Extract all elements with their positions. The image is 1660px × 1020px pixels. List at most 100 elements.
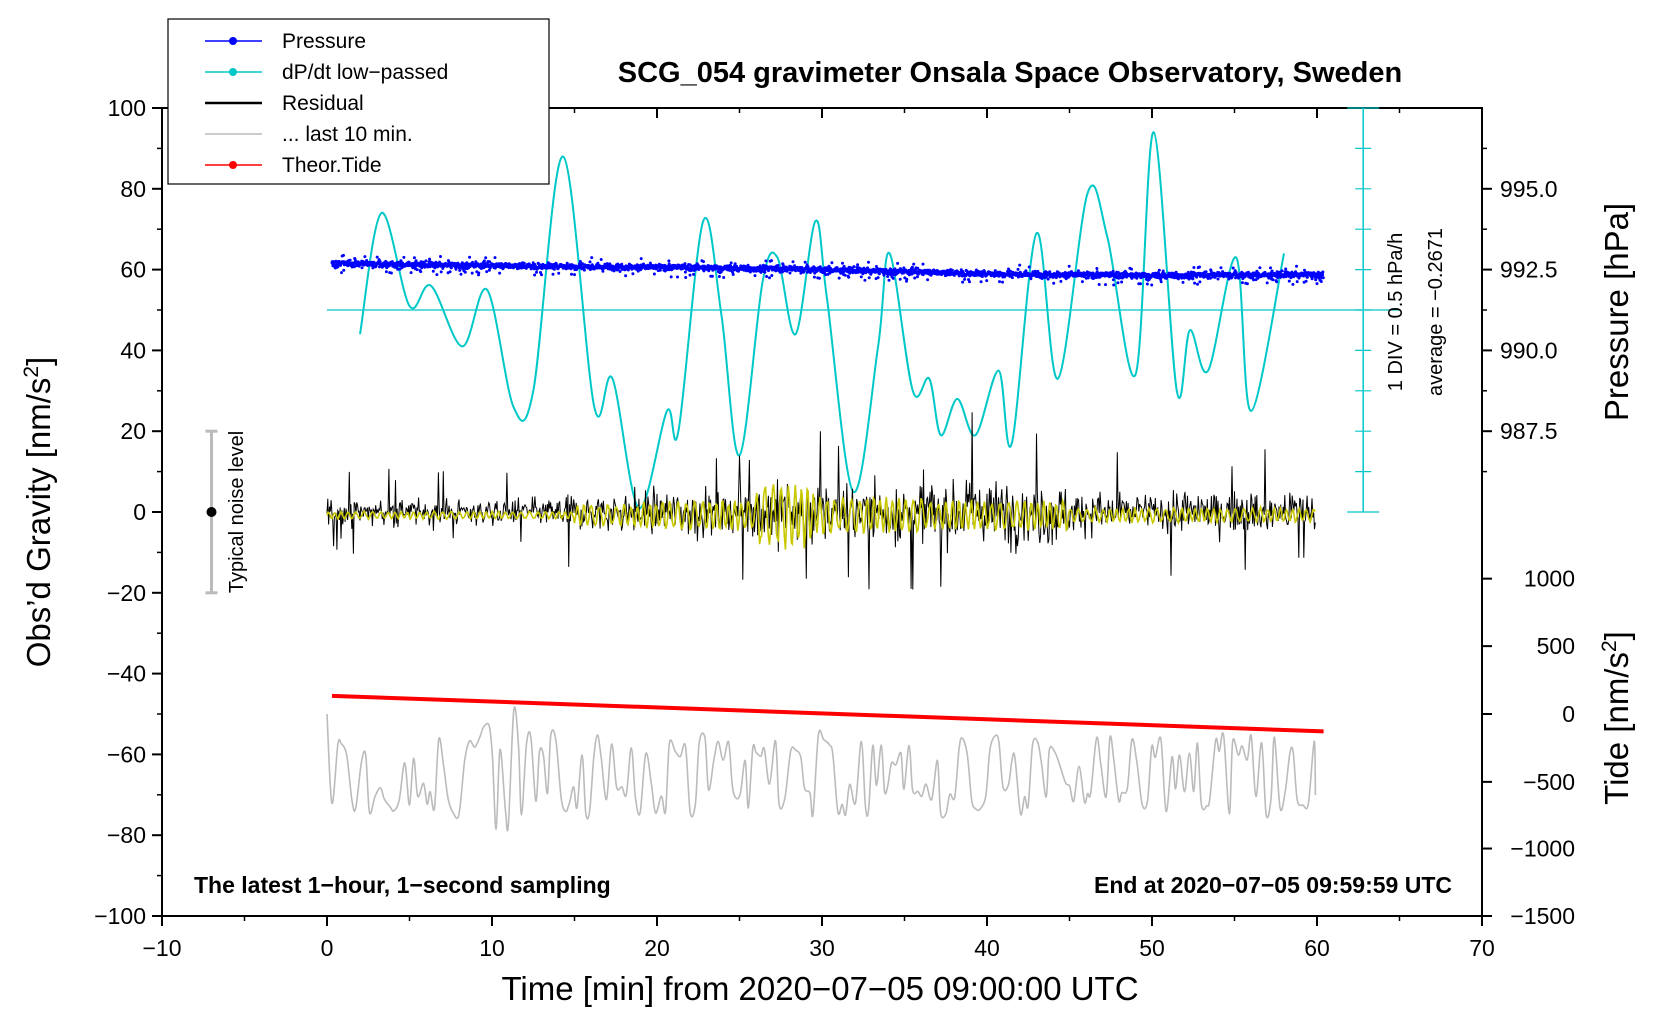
pressure-point — [818, 265, 822, 269]
pressure-point — [1059, 279, 1063, 283]
pressure-point — [573, 273, 576, 277]
pressure-point — [1027, 265, 1031, 269]
tide-tick-label: −1000 — [1510, 836, 1575, 862]
pressure-point — [817, 276, 821, 280]
pressure-point — [1208, 276, 1212, 280]
pressure-point — [1280, 269, 1284, 273]
pressure-point — [859, 275, 863, 279]
pressure-point — [1295, 280, 1299, 284]
pressure-point — [348, 258, 352, 262]
pressure-point — [867, 260, 870, 264]
pressure-point — [686, 265, 690, 269]
legend-label: Residual — [282, 92, 364, 115]
pressure-point — [1139, 282, 1142, 286]
pressure-point — [448, 270, 452, 274]
tide-line — [331, 693, 1324, 734]
pressure-point — [487, 268, 491, 272]
pressure-point — [702, 269, 706, 273]
dpdt-average-label: average = −0.2671 — [1425, 228, 1447, 396]
pressure-point — [540, 267, 544, 270]
note-right: End at 2020−07−05 09:59:59 UTC — [1094, 872, 1452, 898]
tide-tick-label: −500 — [1523, 769, 1575, 795]
pressure-point — [1008, 269, 1012, 273]
pressure-point — [875, 267, 879, 270]
pressure-point — [447, 261, 451, 265]
pressure-point — [780, 270, 784, 274]
pressure-tick-label: 990.0 — [1500, 337, 1558, 363]
pressure-point — [1321, 273, 1325, 277]
pressure-point — [1191, 277, 1195, 281]
pressure-point — [852, 265, 856, 269]
pressure-point — [449, 266, 453, 270]
pressure-point — [1305, 275, 1309, 279]
pressure-point — [683, 270, 687, 274]
pressure-point — [1007, 267, 1010, 271]
pressure-point — [459, 272, 463, 276]
pressure-point — [1270, 269, 1274, 273]
pressure-point — [877, 272, 881, 276]
pressure-point — [898, 277, 902, 281]
pressure-point — [477, 271, 481, 275]
pressure-point — [765, 275, 769, 278]
pressure-point — [1265, 281, 1269, 285]
legend-label: Theor.Tide — [282, 154, 382, 177]
pressure-point — [454, 267, 458, 271]
pressure-point — [1104, 283, 1107, 287]
pressure-point — [1046, 277, 1050, 281]
legend-marker — [229, 161, 237, 169]
pressure-point — [980, 275, 984, 278]
pressure-point — [631, 272, 635, 276]
last-10-min-line — [326, 706, 1317, 832]
pressure-point — [1314, 278, 1318, 282]
pressure-point — [1067, 264, 1071, 268]
y-axis-pressure-title: Pressure [hPa] — [1598, 203, 1635, 421]
pressure-point — [912, 262, 916, 266]
pressure-point — [611, 264, 615, 268]
pressure-point — [1145, 282, 1149, 286]
dpdt-line — [359, 131, 1285, 510]
pressure-point — [618, 270, 622, 273]
pressure-point — [580, 262, 584, 266]
pressure-point — [424, 259, 428, 263]
pressure-point — [599, 258, 603, 261]
pressure-point — [1159, 280, 1163, 284]
pressure-point — [781, 263, 785, 266]
pressure-point — [1029, 277, 1033, 281]
x-tick-label: 50 — [1139, 935, 1165, 961]
pressure-point — [867, 276, 871, 280]
pressure-point — [1209, 269, 1213, 273]
pressure-point — [639, 257, 643, 261]
pressure-point — [1245, 282, 1249, 286]
chart-title: SCG_054 gravimeter Onsala Space Observat… — [618, 57, 1402, 89]
pressure-point — [620, 262, 624, 266]
pressure-point — [692, 272, 696, 276]
pressure-point — [439, 270, 443, 274]
pressure-point — [926, 278, 930, 282]
pressure-point — [1010, 276, 1014, 280]
tide-tick-label: 500 — [1537, 633, 1575, 659]
y-tick-label: 100 — [108, 95, 146, 121]
pressure-point — [1271, 278, 1275, 282]
pressure-point — [753, 274, 757, 278]
pressure-point — [847, 275, 851, 279]
pressure-point — [683, 262, 687, 266]
pressure-point — [1130, 267, 1133, 271]
pressure-point — [774, 269, 778, 273]
pressure-point — [498, 271, 502, 275]
series-dpdt — [359, 131, 1285, 510]
pressure-point — [842, 264, 846, 268]
pressure-point — [806, 265, 810, 269]
pressure-point — [1252, 278, 1256, 282]
pressure-point — [830, 261, 834, 265]
pressure-point — [1112, 283, 1116, 287]
x-tick-label: −10 — [142, 935, 181, 961]
pressure-point — [346, 264, 350, 268]
x-axis-title: Time [min] from 2020−07−05 09:00:00 UTC — [501, 970, 1138, 1007]
y-tick-label: 80 — [120, 176, 146, 202]
pressure-point — [824, 273, 828, 277]
pressure-point — [891, 276, 895, 280]
pressure-point — [752, 269, 756, 273]
pressure-point — [1114, 273, 1118, 277]
noise-level-indicator — [205, 429, 218, 595]
pressure-point — [731, 270, 735, 274]
